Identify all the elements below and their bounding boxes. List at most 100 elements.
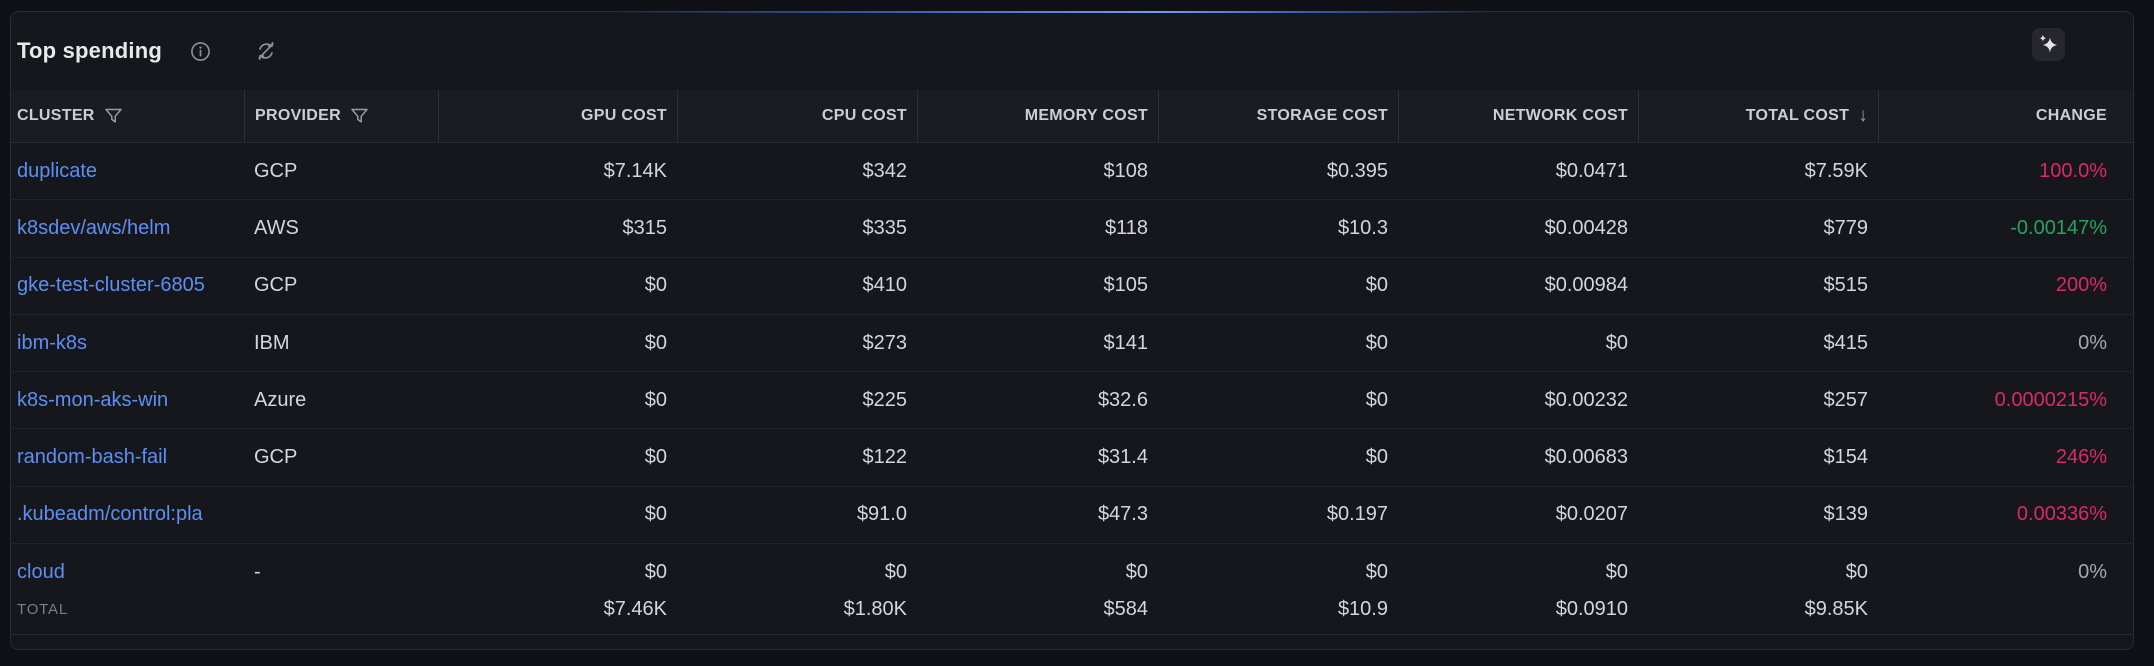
cluster-link[interactable]: k8s-mon-aks-win xyxy=(17,388,169,411)
network-value: $0.00428 xyxy=(1544,216,1628,239)
cell-cluster: gke-test-cluster-6805 xyxy=(11,258,244,314)
cluster-link[interactable]: ibm-k8s xyxy=(17,331,88,354)
table-row: random-bash-fail GCP $0 $122 $31.4 $0 $0.00683… xyxy=(11,429,2133,487)
table-row: k8sdev/aws/helm AWS $315 $335 $118 $10.3 $0.00… xyxy=(11,200,2133,258)
cell-cluster: duplicate xyxy=(11,143,244,199)
column-header-network[interactable]: NETWORK COST xyxy=(1398,90,1638,142)
cluster-link[interactable]: .kubeadm/control:pla xyxy=(17,503,203,526)
cell-gpu: $0 xyxy=(438,315,677,371)
filter-icon[interactable] xyxy=(350,108,369,125)
storage-value: $0 xyxy=(1365,560,1388,583)
column-header-label: STORAGE COST xyxy=(1256,107,1388,124)
cell-storage: $0 xyxy=(1158,372,1398,428)
cell-gpu: $0 xyxy=(438,544,677,585)
storage-value: $0 xyxy=(1365,274,1388,297)
cell-cpu: $0 xyxy=(677,544,917,585)
column-header-change[interactable]: CHANGE xyxy=(1878,90,2133,142)
cell-change: 246% xyxy=(1878,429,2133,485)
cell-cluster: k8sdev/aws/helm xyxy=(11,200,244,256)
cpu-value: $410 xyxy=(862,274,908,297)
cluster-link[interactable]: duplicate xyxy=(17,159,98,182)
table-row: ibm-k8s IBM $0 $273 $141 $0 $0 $415 0% xyxy=(11,315,2133,373)
cell-cpu: $225 xyxy=(677,372,917,428)
column-header-cpu[interactable]: CPU COST xyxy=(677,90,917,142)
table-row: cloud - $0 $0 $0 $0 $0 $0 0% xyxy=(11,544,2133,585)
network-value: $0.0207 xyxy=(1555,503,1628,526)
cell-provider: - xyxy=(244,544,438,585)
cell-network: $0.0471 xyxy=(1398,143,1638,199)
change-value: 0.00336% xyxy=(2016,503,2107,526)
column-header-memory[interactable]: MEMORY COST xyxy=(917,90,1158,142)
cluster-link[interactable]: k8sdev/aws/helm xyxy=(17,216,171,239)
storage-value: $0 xyxy=(1365,331,1388,354)
storage-value: $10.3 xyxy=(1337,216,1388,239)
cluster-link[interactable]: random-bash-fail xyxy=(17,446,168,469)
table-row: duplicate GCP $7.14K $342 $108 $0.395 $0.0471 $… xyxy=(11,143,2133,201)
cell-network: $0.00683 xyxy=(1398,429,1638,485)
panel-header: Top spending xyxy=(11,12,2133,90)
top-spending-panel: Top spending xyxy=(10,11,2134,650)
change-value: 0% xyxy=(2078,331,2107,354)
cpu-value: $273 xyxy=(862,331,908,354)
cell-memory: $108 xyxy=(917,143,1158,199)
cell-change: -0.00147% xyxy=(1878,200,2133,256)
cluster-link[interactable]: cloud xyxy=(17,560,65,583)
column-header-total[interactable]: TOTAL COST ↓ xyxy=(1638,90,1878,142)
cell-network: $0 xyxy=(1398,544,1638,585)
gpu-value: $0 xyxy=(644,274,667,297)
column-header-label: CPU COST xyxy=(821,107,907,124)
sort-desc-icon: ↓ xyxy=(1858,105,1868,126)
column-header-gpu[interactable]: GPU COST xyxy=(438,90,677,142)
column-header-provider[interactable]: PROVIDER xyxy=(244,90,438,142)
cpu-value: $91.0 xyxy=(856,503,907,526)
column-header-label: CLUSTER xyxy=(17,107,95,124)
cell-cluster: random-bash-fail xyxy=(11,429,244,485)
filter-icon[interactable] xyxy=(104,108,123,125)
provider-value: GCP xyxy=(254,446,298,469)
total-value: $257 xyxy=(1823,388,1869,411)
cell-cpu: $273 xyxy=(677,315,917,371)
cell-gpu: $315 xyxy=(438,200,677,256)
gpu-value: $0 xyxy=(644,560,667,583)
cell-change: 0% xyxy=(1878,544,2133,585)
cell-total: $415 xyxy=(1638,315,1878,371)
cluster-link[interactable]: gke-test-cluster-6805 xyxy=(17,274,205,297)
footer-cpu-value: $1.80K xyxy=(843,598,907,620)
cell-provider: Azure xyxy=(244,372,438,428)
footer-total-value: $9.85K xyxy=(1804,598,1868,620)
cell-provider: GCP xyxy=(244,258,438,314)
network-value: $0.00683 xyxy=(1544,446,1628,469)
info-icon[interactable] xyxy=(190,41,211,62)
cell-cpu: $342 xyxy=(677,143,917,199)
footer-cell-provider xyxy=(244,585,438,634)
cell-provider xyxy=(244,487,438,543)
cell-network: $0.0207 xyxy=(1398,487,1638,543)
memory-value: $47.3 xyxy=(1097,503,1148,526)
cell-network: $0.00984 xyxy=(1398,258,1638,314)
storage-value: $0 xyxy=(1365,388,1388,411)
gpu-value: $0 xyxy=(644,388,667,411)
column-header-label: NETWORK COST xyxy=(1492,107,1628,124)
change-value: 246% xyxy=(2055,446,2107,469)
total-value: $154 xyxy=(1823,446,1869,469)
cell-gpu: $7.14K xyxy=(438,143,677,199)
ai-sparkle-button[interactable] xyxy=(2032,28,2065,61)
total-value: $7.59K xyxy=(1804,159,1868,182)
table-body: duplicate GCP $7.14K $342 $108 $0.395 $0.0471 $… xyxy=(11,143,2133,585)
memory-value: $108 xyxy=(1103,159,1149,182)
column-header-cluster[interactable]: CLUSTER xyxy=(11,90,244,142)
column-header-storage[interactable]: STORAGE COST xyxy=(1158,90,1398,142)
panel-title: Top spending xyxy=(17,38,162,63)
table-header-row: CLUSTER PROVIDER GPU COST CPU COST MEMORY CO… xyxy=(11,90,2133,143)
cell-memory: $47.3 xyxy=(917,487,1158,543)
cell-storage: $10.3 xyxy=(1158,200,1398,256)
footer-cell-cluster: TOTAL xyxy=(11,585,244,634)
network-value: $0.00984 xyxy=(1544,274,1628,297)
total-label: TOTAL xyxy=(17,601,68,618)
cell-cpu: $410 xyxy=(677,258,917,314)
memory-value: $31.4 xyxy=(1097,446,1148,469)
footer-network-value: $0.0910 xyxy=(1555,598,1628,620)
sync-off-icon[interactable] xyxy=(255,40,277,62)
provider-value: IBM xyxy=(254,331,290,354)
cell-total: $515 xyxy=(1638,258,1878,314)
